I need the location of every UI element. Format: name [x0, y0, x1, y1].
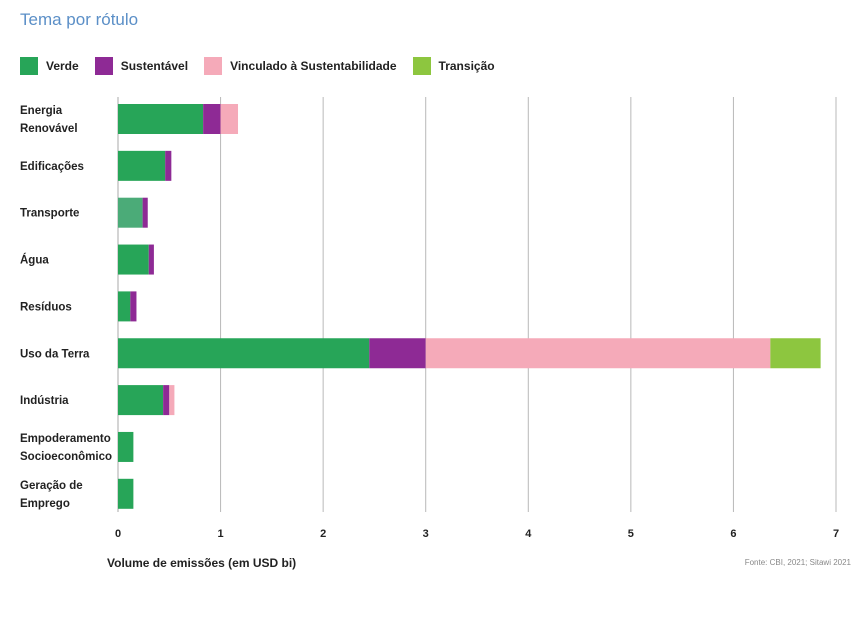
- bar-segment: [118, 338, 370, 369]
- x-tick-label: 6: [730, 528, 736, 540]
- category-label: Água: [20, 254, 49, 267]
- category-label: Resíduos: [20, 301, 72, 313]
- category-label: Renovável: [20, 123, 78, 135]
- x-tick-labels: 0 1 2 3 4 5 6 7: [115, 528, 839, 540]
- bar-segment: [142, 197, 148, 228]
- category-label: Indústria: [20, 395, 69, 407]
- x-tick-label: 1: [218, 528, 224, 540]
- bar-segment: [118, 197, 143, 228]
- x-tick-label: 4: [525, 528, 532, 540]
- bar-segment: [148, 244, 154, 275]
- x-tick-label: 5: [628, 528, 634, 540]
- x-tick-label: 0: [115, 528, 121, 540]
- bar-segment: [163, 385, 170, 416]
- grid-layer: [117, 97, 837, 512]
- legend-swatch-verde: [20, 57, 38, 75]
- bar-segment: [165, 150, 172, 181]
- bar-segment: [118, 150, 166, 181]
- legend-item-transicao: Transição: [412, 57, 495, 75]
- bar-segment: [130, 291, 137, 322]
- legend-label-transicao: Transição: [438, 59, 495, 73]
- chart-legend: Verde Sustentável Vinculado à Sustentabi…: [20, 56, 511, 76]
- legend-item-vinculado: Vinculado à Sustentabilidade: [204, 57, 397, 75]
- legend-item-verde: Verde: [20, 57, 79, 75]
- bar-segment: [118, 385, 164, 416]
- category-label: Transporte: [20, 208, 79, 220]
- x-tick-label: 2: [320, 528, 326, 540]
- legend-swatch-sustentavel: [94, 57, 113, 75]
- legend-label-verde: Verde: [46, 59, 79, 73]
- bar-segment: [425, 338, 771, 369]
- bar-segment: [369, 338, 426, 369]
- x-tick-label: 7: [833, 528, 839, 540]
- x-axis-label: Volume de emissões (em USD bi): [107, 556, 297, 570]
- category-label: Empoderamento: [20, 433, 111, 445]
- legend-swatch-vinculado: [204, 57, 223, 75]
- bar-segment: [118, 431, 134, 462]
- bar-segment: [118, 104, 204, 134]
- bars-layer: [118, 104, 821, 509]
- source-note: Fonte: CBI, 2021; Sitawi 2021: [744, 558, 851, 567]
- category-label: Uso da Terra: [20, 348, 90, 360]
- bar-segment: [770, 338, 821, 369]
- bar-segment: [203, 104, 221, 134]
- legend-swatch-transicao: [412, 57, 431, 75]
- x-tick-label: 3: [423, 528, 429, 540]
- category-labels: Energia Renovável Edificações Transporte Águ…: [20, 105, 112, 510]
- legend-label-sustentavel: Sustentável: [120, 59, 189, 73]
- category-label: Energia: [20, 105, 63, 117]
- bar-segment: [118, 478, 134, 509]
- bar-segment: [118, 244, 149, 275]
- legend-label-vinculado: Vinculado à Sustentabilidade: [230, 59, 397, 73]
- bar-segment: [169, 385, 175, 416]
- category-label: Emprego: [20, 498, 70, 510]
- bar-segment: [220, 104, 239, 134]
- category-label: Edificações: [20, 161, 84, 173]
- bar-segment: [118, 291, 131, 322]
- category-label: Geração de: [20, 480, 83, 492]
- legend-item-sustentavel: Sustentável: [94, 57, 189, 75]
- category-label: Socioeconômico: [20, 451, 112, 463]
- chart-title: Tema por rótulo: [20, 10, 139, 29]
